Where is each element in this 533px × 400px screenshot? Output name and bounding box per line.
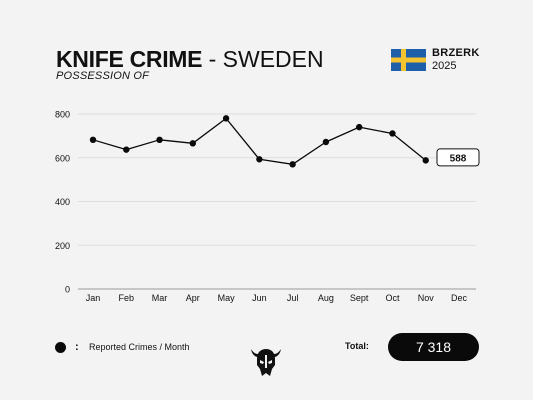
- data-point: [189, 140, 197, 147]
- viking-helmet-logo-icon: [251, 349, 281, 376]
- title-country: - SWEDEN: [202, 46, 324, 72]
- chart-title: KNIFE CRIME - SWEDEN: [56, 46, 324, 72]
- y-tick-label: 0: [65, 285, 70, 295]
- y-tick-label: 600: [55, 153, 70, 163]
- brand-name: BRZERK: [432, 47, 480, 59]
- total-label: Total:: [345, 341, 369, 351]
- legend-separator: :: [75, 341, 79, 353]
- data-point: [156, 136, 163, 144]
- brand-year: 2025: [432, 60, 457, 72]
- x-tick-label: Feb: [119, 293, 135, 303]
- y-tick-label: 200: [55, 241, 70, 251]
- x-tick-label: May: [218, 293, 236, 303]
- legend-label: Reported Crimes / Month: [89, 342, 190, 352]
- data-point: [256, 156, 263, 163]
- data-point: [89, 136, 97, 144]
- last-value-label: 588: [450, 153, 467, 164]
- data-point: [222, 115, 230, 122]
- y-tick-label: 800: [55, 110, 70, 120]
- x-tick-label: Aug: [318, 293, 334, 303]
- brand-block: BRZERK 2025: [432, 47, 480, 73]
- sweden-flag-icon: [391, 49, 426, 71]
- total-value: 7 318: [415, 339, 452, 355]
- x-tick-label: Dec: [451, 293, 468, 303]
- data-point: [289, 161, 296, 168]
- x-tick-label: Jan: [86, 293, 101, 303]
- y-tick-label: 400: [55, 197, 70, 207]
- data-point: [123, 146, 130, 153]
- x-tick-label: Oct: [385, 293, 400, 303]
- data-point: [322, 138, 330, 146]
- total-value-badge: 7 318: [388, 333, 479, 361]
- x-tick-label: Apr: [186, 293, 200, 303]
- data-point: [422, 157, 429, 164]
- chart-subtitle: POSSESSION OF: [56, 70, 150, 82]
- x-tick-label: Jun: [252, 293, 267, 303]
- x-tick-label: Sept: [350, 293, 369, 303]
- title-main: KNIFE CRIME: [56, 46, 203, 72]
- data-point: [355, 123, 363, 131]
- x-tick-label: Mar: [152, 293, 168, 303]
- last-value-badge: [436, 148, 480, 167]
- x-tick-label: Nov: [418, 293, 435, 303]
- legend-marker: [55, 342, 66, 353]
- data-point: [389, 130, 396, 137]
- x-tick-label: Jul: [287, 293, 299, 303]
